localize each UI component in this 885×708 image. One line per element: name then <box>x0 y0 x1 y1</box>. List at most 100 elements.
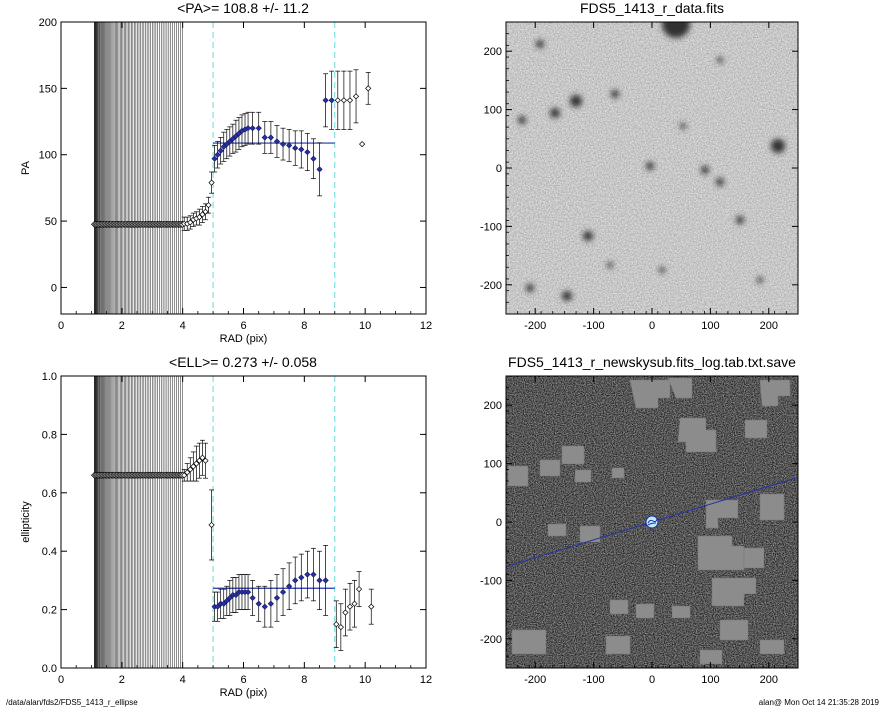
x-tick-label: 6 <box>240 320 246 332</box>
data-point <box>196 208 203 226</box>
data-point <box>214 141 221 169</box>
pa-guide-lines <box>212 22 336 314</box>
ellipticity-profile-plot: 0 2 4 6 8 10 12 0.0 0.2 0.4 0.6 0.8 1.0 RAD (pix) e… <box>20 371 432 699</box>
ell-x-axis-label: RAD (pix) <box>220 687 268 699</box>
data-point <box>255 111 262 145</box>
ell-y-axis-label: ellipticity <box>20 501 32 543</box>
data-point <box>279 568 287 616</box>
data-point <box>181 469 188 482</box>
data-point <box>199 206 206 223</box>
y-tick-label: 0 <box>496 163 502 175</box>
data-point <box>244 574 252 610</box>
data-point <box>244 111 252 145</box>
data-point <box>267 121 274 154</box>
ell-data-points <box>181 439 375 651</box>
data-image-x-ticks: -200 -100 0 100 200 <box>505 21 799 332</box>
x-tick-label: 2 <box>119 320 125 332</box>
y-tick-label: -200 <box>480 280 502 292</box>
y-tick-label: 200 <box>39 17 57 29</box>
x-tick-label: 12 <box>420 674 432 686</box>
ell-guide-lines <box>212 376 336 668</box>
data-point <box>202 442 209 479</box>
data-point <box>261 121 268 154</box>
pa-y-ticks: 0 50 100 150 200 <box>39 17 426 294</box>
pa-axes-frame <box>60 21 427 315</box>
pa-data-points <box>181 69 372 231</box>
data-point <box>322 73 329 128</box>
data-point <box>368 588 375 625</box>
x-tick-label: 10 <box>359 320 371 332</box>
pa-x-axis-label: RAD (pix) <box>220 333 268 345</box>
y-tick-label: -100 <box>480 575 502 587</box>
data-point <box>279 127 287 161</box>
data-point <box>267 580 274 628</box>
y-tick-label: 0.8 <box>42 429 57 441</box>
x-tick-label: 8 <box>301 674 307 686</box>
data-point <box>249 111 256 145</box>
data-point <box>205 196 212 214</box>
data-point <box>214 591 221 622</box>
y-tick-label: 0.4 <box>42 546 57 558</box>
data-point <box>193 445 200 482</box>
data-point <box>273 574 281 622</box>
pa-profile-plot: 0 2 4 6 8 10 12 0 50 100 150 200 RAD (pix) PA <box>20 17 432 345</box>
data-point <box>340 70 347 130</box>
data-point <box>235 117 243 150</box>
data-point <box>304 133 311 172</box>
y-tick-label: 200 <box>484 400 502 412</box>
x-tick-label: 0 <box>649 320 655 332</box>
data-point <box>226 580 233 616</box>
data-point <box>292 556 299 605</box>
x-tick-label: 10 <box>359 674 371 686</box>
y-tick-label: 150 <box>39 83 57 95</box>
data-point <box>298 130 305 169</box>
y-tick-label: -100 <box>480 221 502 233</box>
ell-dense-band <box>90 376 187 668</box>
data-point <box>211 145 218 173</box>
data-image-panel: -200 -100 0 100 200 -200 -100 0 100 200 <box>480 21 799 332</box>
data-point <box>328 70 335 130</box>
y-tick-label: 200 <box>484 46 502 58</box>
galaxy-center-ellipse <box>647 518 658 526</box>
x-tick-label: -200 <box>524 320 546 332</box>
data-point <box>346 70 354 130</box>
masked-image-x-ticks: -200 -100 0 100 200 <box>505 375 799 686</box>
y-tick-label: 0.2 <box>42 605 57 617</box>
ellipticity-plot-title: <ELL>= 0.273 +/- 0.058 <box>169 354 317 370</box>
data-point <box>292 130 299 166</box>
data-point <box>310 547 317 602</box>
y-tick-label: 0 <box>496 517 502 529</box>
data-point <box>199 439 206 476</box>
data-point <box>208 171 215 194</box>
x-tick-label: 4 <box>180 674 186 686</box>
x-tick-label: 0 <box>649 674 655 686</box>
masked-image-title: FDS5_1413_r_newskysub.fits_log.tab.txt.s… <box>508 354 796 370</box>
pa-plot-title: <PA>= 108.8 +/- 11.2 <box>177 0 309 16</box>
data-point <box>217 137 224 165</box>
data-point <box>316 550 323 610</box>
data-point <box>232 577 239 613</box>
y-tick-label: 100 <box>39 150 57 162</box>
data-point <box>223 129 230 160</box>
ell-y-ticks: 0.0 0.2 0.4 0.6 0.8 1.0 <box>42 371 426 675</box>
masked-image-y-ticks: -200 -100 0 100 200 <box>480 400 798 646</box>
data-point <box>196 442 203 479</box>
y-tick-label: 1.0 <box>42 371 57 383</box>
data-point <box>232 119 239 153</box>
x-tick-label: 0 <box>58 320 64 332</box>
data-point <box>359 141 366 148</box>
x-tick-label: 6 <box>240 674 246 686</box>
data-point <box>310 138 317 179</box>
data-image-y-ticks: -200 -100 0 100 200 <box>480 46 798 292</box>
x-tick-label: 0 <box>58 674 64 686</box>
y-tick-label: 0 <box>51 282 57 294</box>
x-tick-label: 4 <box>180 320 186 332</box>
masked-image-panel: -200 -100 0 100 200 -200 -100 0 100 200 <box>480 375 799 686</box>
data-point <box>333 600 340 648</box>
data-point <box>286 129 293 162</box>
data-point <box>355 571 363 608</box>
data-point <box>351 580 358 628</box>
galaxy-center-marker <box>645 515 659 529</box>
data-point <box>337 603 344 651</box>
data-point <box>223 585 230 616</box>
